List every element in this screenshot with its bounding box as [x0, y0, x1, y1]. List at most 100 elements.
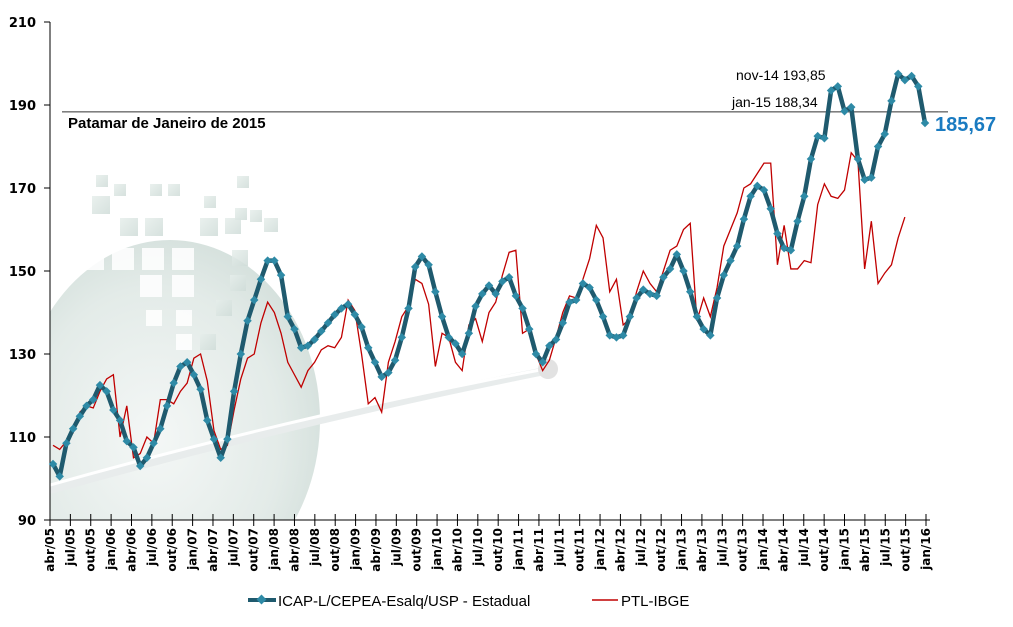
data-point-icap	[370, 358, 380, 367]
axes: 90 110 130 150 170 190 210 abr/05 jul/05 out/05 j…	[9, 16, 933, 572]
data-point-icap	[203, 416, 212, 425]
x-tick-label: abr/12	[613, 528, 627, 572]
x-tick-label: jan/10	[430, 528, 444, 571]
data-point-icap	[122, 436, 132, 446]
y-tick-label: 210	[9, 16, 36, 31]
x-tick-label: out/06	[165, 528, 179, 572]
x-tick-label: jan/11	[512, 528, 526, 571]
data-point-icap	[639, 285, 648, 294]
y-tick-label: 150	[9, 265, 36, 280]
decorative-square	[140, 275, 162, 297]
x-tick-label: jan/08	[267, 528, 281, 571]
data-point-icap	[605, 331, 614, 340]
data-point-icap	[364, 343, 373, 353]
data-point-icap	[156, 424, 165, 433]
reference-line-label: Patamar de Janeiro de 2015	[68, 115, 266, 132]
data-point-icap	[283, 312, 293, 321]
data-point-icap	[632, 293, 641, 303]
data-point-icap	[431, 287, 440, 296]
legend: ICAP-L/CEPEA-Esalq/USP - Estadual PTL-IB…	[248, 593, 689, 610]
data-point-icap	[109, 405, 118, 415]
y-tick-label: 170	[9, 182, 36, 197]
data-point-icap	[209, 434, 219, 444]
data-point-icap	[115, 416, 125, 425]
data-point-icap	[706, 331, 715, 340]
y-tick-label: 130	[9, 348, 36, 363]
annotation-jan-15: jan-15 188,34	[731, 94, 818, 110]
y-tick-label: 90	[18, 514, 36, 529]
data-point-icap	[256, 275, 266, 284]
data-point-icap	[229, 387, 239, 396]
legend-item-ptl[interactable]: PTL-IBGE	[592, 593, 689, 610]
x-tick-label: jul/14	[797, 528, 811, 567]
x-tick-label: out/10	[491, 528, 505, 572]
data-point-icap	[142, 453, 152, 462]
x-tick-label: out/15	[899, 528, 913, 572]
data-point-icap	[498, 277, 507, 286]
decorative-square	[146, 310, 162, 326]
x-tick-label: jul/15	[878, 528, 892, 567]
series-layer	[48, 69, 930, 481]
data-point-icap	[390, 355, 400, 365]
data-point-icap	[89, 395, 98, 404]
data-point-icap	[223, 434, 232, 444]
x-tick-label: abr/15	[858, 528, 872, 572]
legend-marker-icap	[256, 594, 267, 605]
decorative-square	[112, 248, 134, 270]
x-tick-label: out/13	[736, 528, 750, 572]
decorative-square	[250, 210, 262, 222]
data-point-icap	[525, 324, 534, 334]
data-point-icap	[665, 264, 675, 274]
data-point-icap	[384, 368, 393, 377]
x-tick-label: abr/09	[369, 528, 383, 572]
decorative-square	[172, 275, 194, 297]
x-ticks: abr/05 jul/05 out/05 jan/06 abr/06 jul/06 out/…	[43, 514, 933, 572]
data-point-icap	[169, 378, 178, 388]
data-point-icap	[290, 324, 299, 334]
data-point-icap	[712, 293, 722, 303]
data-point-icap	[48, 459, 58, 469]
x-tick-label: jul/13	[715, 528, 729, 567]
decorative-square	[150, 184, 162, 196]
x-tick-label: abr/08	[287, 528, 301, 572]
legend-label-icap: ICAP-L/CEPEA-Esalq/USP - Estadual	[278, 593, 530, 610]
data-point-icap	[565, 297, 574, 307]
data-point-icap	[504, 272, 514, 282]
data-point-icap	[263, 256, 272, 265]
data-point-icap	[55, 472, 64, 481]
data-point-icap	[551, 335, 561, 344]
swoosh-highlight	[50, 368, 541, 487]
x-tick-label: jul/12	[634, 528, 648, 567]
data-point-icap	[571, 295, 581, 305]
legend-item-icap[interactable]: ICAP-L/CEPEA-Esalq/USP - Estadual	[248, 593, 530, 610]
x-tick-label: jul/06	[145, 528, 159, 567]
data-point-icap	[176, 362, 185, 371]
x-tick-label: abr/07	[206, 528, 220, 572]
data-point-icap	[196, 385, 205, 394]
data-point-icap	[350, 310, 360, 319]
x-tick-label: jul/08	[308, 528, 322, 567]
decorative-square	[216, 300, 232, 316]
data-point-icap	[692, 312, 702, 321]
x-tick-label: jul/07	[226, 528, 240, 567]
data-point-icap	[397, 333, 407, 342]
data-point-icap	[531, 349, 541, 359]
x-tick-label: jan/06	[104, 528, 118, 571]
data-point-icap	[518, 304, 527, 313]
data-point-icap	[511, 291, 521, 301]
decorative-square	[96, 175, 108, 187]
data-point-icap	[404, 304, 413, 313]
data-point-icap	[337, 304, 346, 313]
data-point-icap	[236, 349, 246, 359]
data-point-icap	[68, 424, 78, 433]
decorative-square	[200, 334, 216, 350]
decorative-square	[120, 218, 138, 236]
data-point-icap	[726, 256, 735, 265]
data-point-icap	[276, 270, 286, 280]
data-point-icap	[685, 287, 695, 296]
decorative-square	[145, 218, 163, 236]
data-point-icap	[592, 295, 601, 305]
data-point-icap	[652, 291, 661, 301]
x-tick-label: out/05	[84, 528, 98, 572]
